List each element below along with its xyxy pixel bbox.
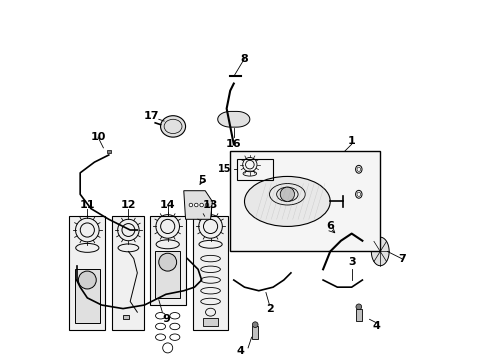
Polygon shape <box>217 111 249 127</box>
Circle shape <box>205 203 208 207</box>
Text: 14: 14 <box>160 200 175 210</box>
Bar <box>192 216 228 330</box>
Bar <box>237 158 272 180</box>
Circle shape <box>159 253 176 271</box>
Bar <box>252 327 258 339</box>
Circle shape <box>78 271 96 289</box>
Bar <box>203 318 217 327</box>
Bar <box>112 216 144 330</box>
Text: 17: 17 <box>143 111 159 121</box>
Polygon shape <box>183 191 212 219</box>
Text: 9: 9 <box>162 314 169 324</box>
Circle shape <box>200 203 203 207</box>
Text: 5: 5 <box>198 175 205 185</box>
Text: 1: 1 <box>347 136 355 146</box>
Text: 15: 15 <box>218 163 231 174</box>
Polygon shape <box>370 237 388 266</box>
Bar <box>75 269 100 323</box>
Circle shape <box>355 304 361 310</box>
Circle shape <box>280 187 294 202</box>
Circle shape <box>194 203 198 207</box>
Text: 10: 10 <box>90 132 105 142</box>
Bar <box>123 315 129 319</box>
Bar <box>69 216 105 330</box>
Text: 13: 13 <box>203 200 218 210</box>
Text: 16: 16 <box>225 139 241 149</box>
Text: 6: 6 <box>325 221 333 231</box>
Circle shape <box>189 203 192 207</box>
Text: 8: 8 <box>240 54 248 64</box>
Ellipse shape <box>244 176 329 226</box>
Text: 12: 12 <box>121 200 136 210</box>
Text: 2: 2 <box>265 303 273 314</box>
Bar <box>107 150 110 153</box>
Ellipse shape <box>160 116 185 137</box>
Bar <box>230 152 380 251</box>
Circle shape <box>252 322 258 328</box>
Text: 3: 3 <box>347 257 355 267</box>
Text: 7: 7 <box>397 253 405 264</box>
Text: 11: 11 <box>80 200 95 210</box>
Bar <box>155 251 180 298</box>
Bar <box>149 216 185 305</box>
Bar <box>355 309 361 321</box>
Text: 4: 4 <box>372 321 380 332</box>
Text: 4: 4 <box>237 346 244 356</box>
